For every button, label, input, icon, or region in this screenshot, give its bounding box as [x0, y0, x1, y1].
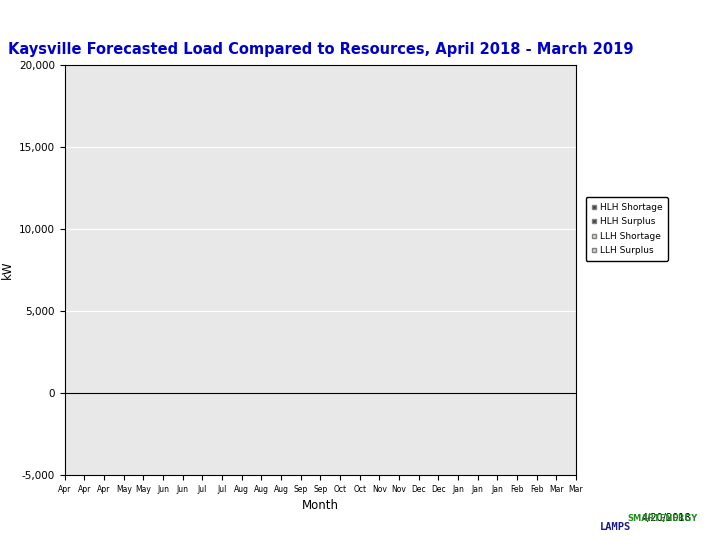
Title: Kaysville Forecasted Load Compared to Resources, April 2018 - March 2019: Kaysville Forecasted Load Compared to Re… — [8, 42, 633, 57]
X-axis label: Month: Month — [302, 500, 339, 512]
Legend: HLH Shortage, HLH Surplus, LLH Shortage, LLH Surplus: HLH Shortage, HLH Surplus, LLH Shortage,… — [585, 198, 668, 260]
Text: SMARTENERGY: SMARTENERGY — [627, 514, 698, 523]
Text: LAMPS: LAMPS — [591, 517, 618, 525]
Y-axis label: kW: kW — [1, 261, 14, 279]
Text: 4/20/2018: 4/20/2018 — [642, 513, 691, 523]
Text: LAMPS: LAMPS — [600, 522, 631, 532]
